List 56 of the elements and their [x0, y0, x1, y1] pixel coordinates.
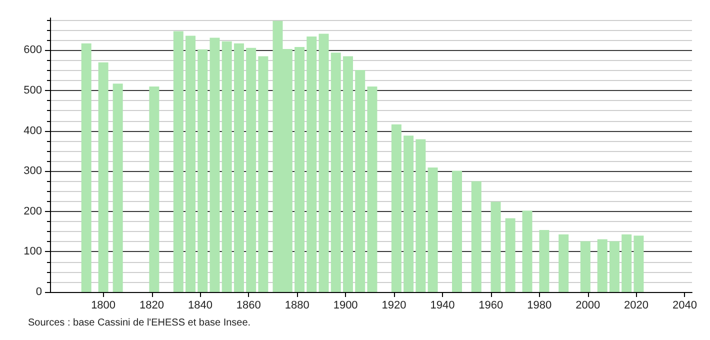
- bar: [306, 36, 317, 292]
- x-tick-label: 1960: [478, 300, 504, 312]
- bar: [246, 48, 256, 292]
- bar: [342, 56, 353, 292]
- bar: [222, 41, 232, 292]
- bar: [634, 236, 644, 292]
- bar: [622, 234, 632, 292]
- bar: [173, 31, 184, 292]
- x-tick-label: 2000: [576, 300, 600, 312]
- bar: [404, 136, 414, 292]
- y-tick-label: 100: [24, 246, 42, 258]
- x-tick-label: 1900: [333, 300, 358, 312]
- bar: [81, 43, 92, 292]
- y-tick-label: 0: [36, 286, 42, 298]
- y-tick-label: 600: [24, 44, 42, 56]
- x-tick-label: 1800: [91, 300, 116, 312]
- bar: [416, 139, 426, 292]
- bar: [258, 56, 268, 292]
- bar: [580, 241, 590, 292]
- bar: [367, 86, 378, 292]
- bar: [391, 124, 402, 292]
- y-tick-label: 200: [24, 205, 42, 218]
- bar: [234, 43, 244, 292]
- bar: [149, 86, 160, 292]
- x-tick-label: 1860: [236, 300, 261, 312]
- bar: [198, 49, 208, 292]
- y-tick-label: 400: [24, 124, 42, 137]
- y-tick-label: 300: [24, 165, 42, 178]
- bar: [355, 70, 366, 292]
- bar: [558, 234, 569, 292]
- bar: [294, 47, 305, 292]
- bar: [609, 241, 620, 292]
- x-tick-label: 1820: [140, 300, 164, 312]
- x-tick-label: 2020: [624, 300, 649, 312]
- x-tick-label: 1840: [188, 300, 212, 312]
- bar: [428, 167, 438, 292]
- source-note: Sources : base Cassini de l'EHESS et base Insee.: [28, 318, 251, 328]
- bar: [597, 239, 608, 292]
- x-tick-label: 1940: [430, 300, 455, 312]
- x-tick-label: 1920: [382, 300, 406, 312]
- x-tick-label: 2040: [672, 300, 697, 312]
- bar: [318, 34, 329, 292]
- bar: [505, 218, 516, 292]
- x-tick-label: 1980: [527, 300, 552, 312]
- bar: [98, 62, 108, 292]
- bar: [522, 210, 532, 292]
- bar: [539, 230, 550, 292]
- bar: [186, 36, 196, 292]
- x-tick-label: 1880: [284, 300, 310, 312]
- y-tick-label: 500: [24, 84, 42, 97]
- bar: [210, 38, 220, 292]
- bar: [452, 170, 462, 292]
- bar: [490, 202, 501, 292]
- bar: [112, 84, 123, 292]
- bar: [471, 181, 482, 292]
- bar: [330, 52, 341, 292]
